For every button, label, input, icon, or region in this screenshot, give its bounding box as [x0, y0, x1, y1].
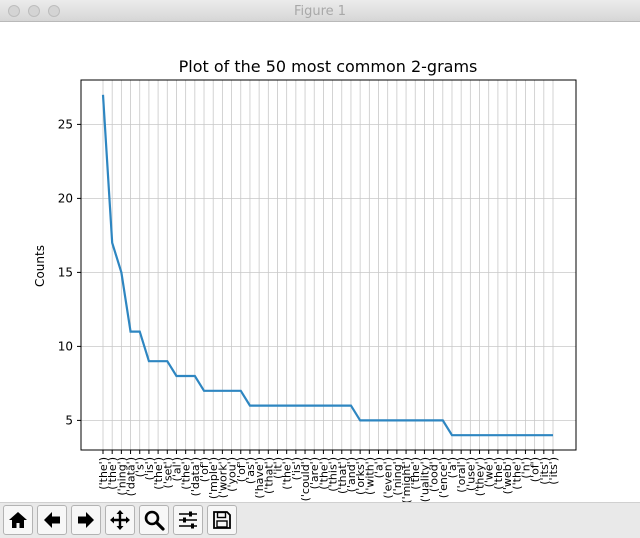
configure-subplots-icon [179, 511, 197, 529]
x-tick-label: ('that') [336, 457, 349, 494]
x-tick-label: ('set') [161, 457, 174, 488]
minimize-window-button[interactable] [28, 5, 40, 17]
x-tick-label: ('and') [345, 457, 358, 492]
x-tick-label: ('the') [180, 457, 193, 490]
y-axis-label: Counts [33, 245, 47, 287]
y-tick-label: 5 [65, 413, 73, 427]
x-tick-label: ('you') [226, 457, 239, 492]
x-tick-label: ('we') [483, 457, 496, 487]
x-tick-label: ('ning') [391, 457, 404, 496]
y-tick-label: 15 [58, 265, 73, 279]
x-tick-label: ('uality') [418, 457, 431, 502]
close-window-button[interactable] [8, 5, 20, 17]
x-tick-label: ('of') [235, 457, 248, 482]
window-titlebar: Figure 1 [0, 0, 640, 22]
configure-subplots-button[interactable] [173, 505, 203, 535]
x-tick-label: ('as') [244, 457, 257, 484]
x-tick-label: ('are') [308, 457, 321, 489]
zoom-window-button[interactable] [48, 5, 60, 17]
x-tick-label: ('the') [409, 457, 422, 490]
pan-button[interactable] [105, 505, 135, 535]
x-tick-label: ('data') [125, 457, 138, 496]
x-tick-label: ('with') [363, 457, 376, 495]
y-tick-label: 25 [58, 117, 73, 131]
x-tick-label: ('the') [492, 457, 505, 490]
y-tick-label: 10 [58, 339, 73, 353]
x-tick-label: ('its') [538, 457, 551, 485]
y-axis-ticks: 5 10 15 20 25 [58, 117, 81, 427]
x-tick-label: ('have') [253, 457, 266, 499]
x-tick-label: ('might') [400, 457, 413, 502]
zoom-icon [144, 510, 165, 531]
x-tick-label: ('orks') [354, 457, 367, 495]
x-tick-label: ('n') [519, 457, 532, 479]
x-tick-label: ('ood') [428, 457, 441, 492]
series-line [101, 94, 553, 437]
x-tick-label: ('s') [134, 457, 147, 477]
forward-arrow-icon [78, 512, 94, 528]
save-icon [213, 511, 231, 529]
x-tick-label: ('ning') [115, 457, 128, 496]
home-icon [9, 512, 27, 528]
back-arrow-icon [44, 512, 60, 528]
x-tick-label: ('its') [547, 457, 560, 485]
x-tick-label: ('the') [106, 457, 119, 490]
x-tick-label: ('ence') [437, 457, 450, 498]
x-tick-label: ('a') [373, 457, 386, 478]
x-tick-label: ('even') [382, 457, 395, 499]
zoom-button[interactable] [139, 505, 169, 535]
x-tick-label: ('the') [281, 457, 294, 490]
x-tick-label: ('use') [464, 457, 477, 491]
x-tick-label: ('this') [327, 457, 340, 492]
x-tick-label: ('could') [299, 457, 312, 501]
x-tick-label: ('the') [510, 457, 523, 490]
x-tick-label: ('it') [271, 457, 284, 479]
y-tick-label: 20 [58, 191, 73, 205]
x-tick-label: ('the') [152, 457, 165, 490]
grid-lines [81, 80, 576, 450]
x-tick-label: ('the') [97, 457, 110, 490]
x-tick-label: ('al') [170, 457, 183, 481]
x-tick-label: ('data') [189, 457, 202, 496]
save-button[interactable] [207, 505, 237, 535]
forward-button[interactable] [71, 505, 101, 535]
x-tick-label: ('that') [262, 457, 275, 494]
x-tick-label: ('a') [446, 457, 459, 478]
x-tick-label: ('of') [198, 457, 211, 482]
pan-icon [110, 510, 130, 530]
home-button[interactable] [3, 505, 33, 535]
plot-frame [80, 79, 577, 451]
line-chart: Plot of the 50 most common 2-grams Count… [33, 57, 577, 502]
x-tick-label: ('work') [216, 457, 229, 498]
window-title: Figure 1 [293, 4, 347, 19]
chart-title: Plot of the 50 most common 2-grams [179, 57, 478, 76]
x-tick-label: ('oral') [455, 457, 468, 493]
x-tick-label: ('they') [474, 457, 487, 496]
figure-canvas: Plot of the 50 most common 2-grams Count… [0, 22, 640, 502]
x-tick-label: ('mple') [207, 457, 220, 499]
x-tick-label: ('of') [529, 457, 542, 482]
x-axis-ticks: ('the')('the')('ning')('data')('s')('is'… [97, 450, 560, 502]
x-tick-label: ('the') [317, 457, 330, 490]
x-tick-label: ('web') [501, 457, 514, 494]
navigation-toolbar [0, 502, 640, 538]
x-tick-label: ('is') [143, 457, 156, 480]
x-tick-label: ('is') [290, 457, 303, 480]
back-button[interactable] [37, 505, 67, 535]
